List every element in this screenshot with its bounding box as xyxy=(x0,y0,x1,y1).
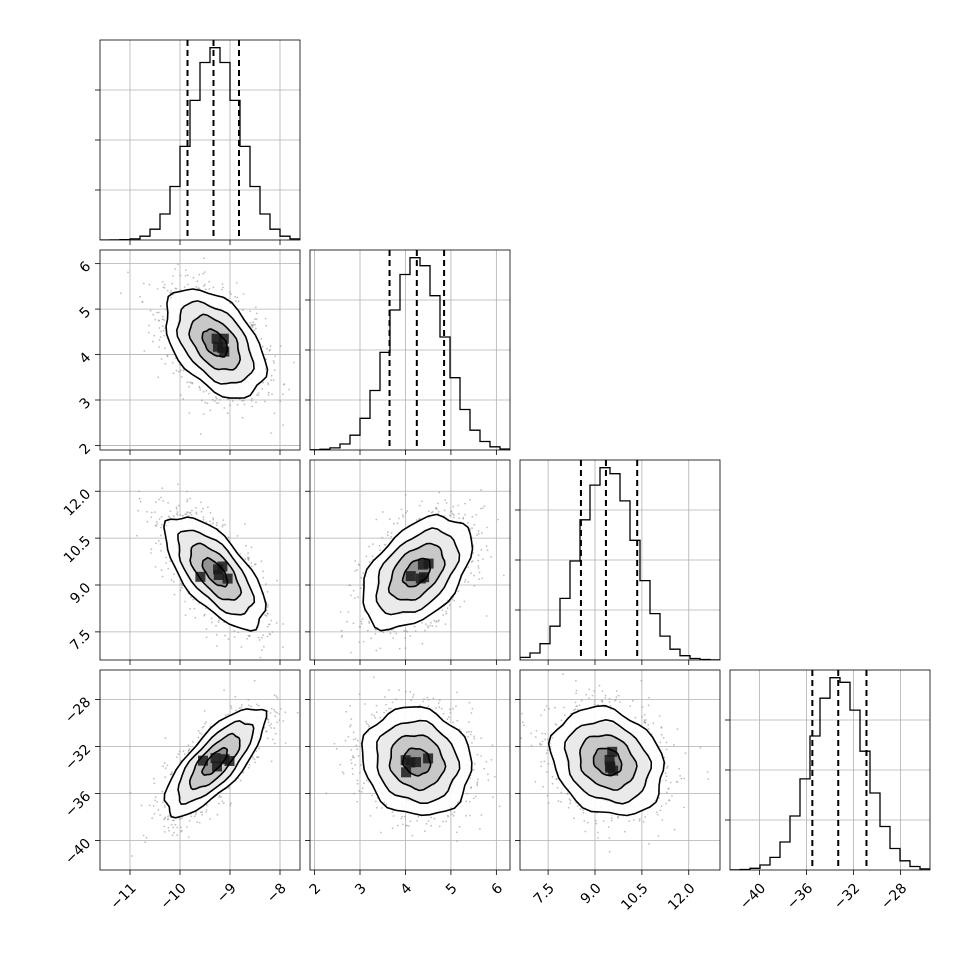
density-peak-cell xyxy=(411,757,421,768)
scatter-panel-2-0 xyxy=(99,459,301,661)
x-tick-label: 6 xyxy=(488,880,506,898)
contour-1-0-2 xyxy=(175,300,255,385)
contour-3-2-2 xyxy=(563,718,653,805)
panel-frame xyxy=(309,669,511,871)
y-tick-label: 12.0 xyxy=(61,486,94,519)
x-tick-label: −10 xyxy=(158,880,190,912)
contour-2-1-1 xyxy=(387,542,446,601)
x-tick-label: 5 xyxy=(443,880,461,898)
density-peak-cell xyxy=(400,755,411,766)
y-tick-label: 7.5 xyxy=(67,627,94,654)
contour-2-0-0 xyxy=(201,556,229,588)
y-tick-label: 3 xyxy=(77,395,95,413)
contour-3-1-0 xyxy=(401,747,432,777)
density-peak-cell xyxy=(217,342,228,353)
density-peak-cell xyxy=(211,333,222,344)
contour-3-1-3 xyxy=(361,705,473,817)
contour-3-2-3 xyxy=(547,704,666,817)
x-axis-1: 2 3 4 5 6 xyxy=(307,450,506,898)
y-tick-label: 9.0 xyxy=(67,580,94,607)
density-peak-cell xyxy=(198,755,208,766)
panel-frame xyxy=(309,459,511,661)
x-tick-label: −8 xyxy=(264,880,290,906)
panel-frame xyxy=(99,459,301,661)
x-tick-label: 4 xyxy=(398,880,416,898)
contour-1-0-1 xyxy=(188,313,242,371)
contour-3-1-2 xyxy=(376,719,461,805)
contour-3-2-1 xyxy=(579,734,638,791)
y-tick-label: −40 xyxy=(62,836,94,868)
panel-frame xyxy=(519,669,721,871)
x-tick-label: −11 xyxy=(108,880,140,912)
density-peak-cell xyxy=(195,571,206,582)
density-peak-cell xyxy=(213,570,224,580)
contour-3-1-1 xyxy=(388,734,447,792)
y-tick-label: 4 xyxy=(77,349,95,367)
density-peak-cell xyxy=(604,754,615,765)
x-tick-label: −36 xyxy=(784,880,816,912)
contour-3-0-0 xyxy=(201,746,229,776)
density-peak-cell xyxy=(222,573,233,584)
histogram-2 xyxy=(520,467,720,660)
y-tick-label: 5 xyxy=(77,304,95,322)
x-tick-label: 10.5 xyxy=(618,880,651,913)
contour-3-2-0 xyxy=(592,747,623,777)
y-tick-label: 2 xyxy=(77,440,95,458)
density-peak-cell xyxy=(217,561,228,572)
density-peak-cell xyxy=(401,767,412,778)
contour-2-0-2 xyxy=(177,529,256,616)
y-tick-label: 6 xyxy=(77,259,95,277)
scatter-panel-3-1 xyxy=(309,669,511,871)
contour-3-0-1 xyxy=(188,732,241,791)
histogram-panel-0 xyxy=(95,39,301,241)
contour-2-0-1 xyxy=(189,542,243,601)
x-tick-label: 7.5 xyxy=(531,880,558,907)
density-peak-cell xyxy=(423,753,434,764)
contour-3-0-3 xyxy=(163,708,268,819)
density-peak-cell xyxy=(417,559,428,570)
y-axis-1: 2 3 4 5 6 xyxy=(77,259,100,458)
x-tick-label: −32 xyxy=(831,880,863,912)
x-tick-label: −40 xyxy=(737,880,769,912)
histogram-panel-3 xyxy=(725,669,931,871)
density-peak-cell xyxy=(415,573,426,584)
panel-frame xyxy=(99,249,301,451)
histogram-panel-1 xyxy=(305,249,511,451)
contour-1-0-0 xyxy=(201,328,229,358)
scatter-panel-1-0 xyxy=(99,249,301,451)
scatter-panel-2-1 xyxy=(309,459,511,661)
contour-3-0-2 xyxy=(177,719,255,806)
x-tick-label: 3 xyxy=(352,880,370,898)
x-tick-label: 12.0 xyxy=(665,880,698,913)
contour-1-0-3 xyxy=(165,288,269,399)
y-tick-label: −36 xyxy=(62,788,94,820)
contour-2-0-3 xyxy=(163,516,267,632)
density-peak-cell xyxy=(224,756,235,766)
x-tick-label: 9.0 xyxy=(578,880,605,907)
scatter-panel-3-0 xyxy=(99,669,301,871)
density-peak-cell xyxy=(210,753,221,764)
x-axis-3: −40 −36 −32 −28 xyxy=(737,870,910,913)
density-peak-cell xyxy=(212,761,222,772)
histogram-0 xyxy=(100,47,300,240)
histogram-3 xyxy=(730,677,930,870)
scatter-panel-3-2 xyxy=(519,669,721,871)
x-tick-label: −9 xyxy=(214,880,240,906)
x-tick-label: 2 xyxy=(307,880,325,898)
contour-2-1-3 xyxy=(362,513,474,632)
histogram-1 xyxy=(310,257,510,450)
contour-2-1-2 xyxy=(375,527,461,616)
y-tick-label: 10.5 xyxy=(61,533,94,566)
density-peak-cell xyxy=(607,746,618,757)
y-tick-label: −28 xyxy=(62,694,94,726)
density-peak-cell xyxy=(423,558,434,569)
histogram-panel-2 xyxy=(515,459,721,661)
panel-frame xyxy=(99,669,301,871)
density-peak-cell xyxy=(405,571,416,582)
x-tick-label: −28 xyxy=(878,880,910,912)
density-peak-cell xyxy=(608,765,619,776)
contour-2-1-0 xyxy=(401,557,432,588)
y-tick-label: −32 xyxy=(62,741,94,773)
